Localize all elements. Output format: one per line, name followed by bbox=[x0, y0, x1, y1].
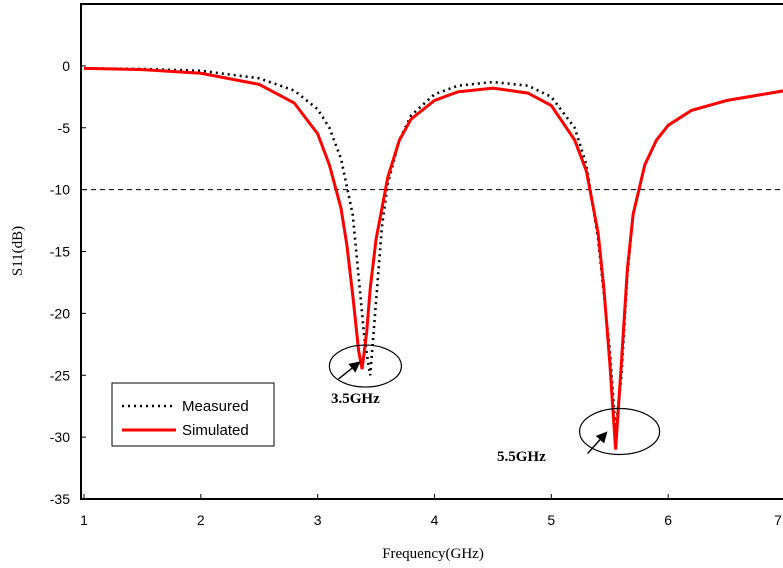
y-tick-label: -20 bbox=[50, 305, 70, 321]
annotation-arrow-5-5ghz bbox=[587, 431, 608, 454]
annotation-ellipse-3-5ghz bbox=[328, 344, 402, 388]
annotation-arrow-3-5ghz bbox=[337, 361, 361, 380]
annotation-ellipse-5-5ghz bbox=[578, 407, 661, 456]
legend-box bbox=[111, 382, 275, 447]
legend-label-measured: Measured bbox=[182, 398, 249, 415]
x-tick-label: 7 bbox=[774, 512, 782, 528]
y-axis-ticks: 0 -5 -10 -15 -20 -25 -30 -35 bbox=[50, 58, 86, 507]
simulated-series-line bbox=[83, 66, 783, 450]
y-tick-label: -35 bbox=[50, 491, 70, 507]
x-tick-label: 4 bbox=[431, 512, 439, 528]
annotation-label-5-5ghz: 5.5GHz bbox=[497, 449, 546, 465]
x-tick-label: 3 bbox=[314, 512, 322, 528]
x-tick-label: 5 bbox=[547, 512, 555, 528]
x-tick-label: 6 bbox=[664, 512, 672, 528]
y-axis-title: S11(dB) bbox=[10, 226, 26, 276]
annotation-label-3-5ghz: 3.5GHz bbox=[331, 391, 380, 407]
x-tick-label: 2 bbox=[197, 512, 205, 528]
y-tick-label: -10 bbox=[50, 182, 70, 198]
x-axis-title: Frequency(GHz) bbox=[382, 546, 484, 562]
y-tick-label: -25 bbox=[50, 367, 70, 383]
legend-label-simulated: Simulated bbox=[182, 422, 249, 439]
x-tick-label: 1 bbox=[80, 512, 88, 528]
legend: Measured Simulated bbox=[111, 382, 275, 447]
y-tick-label: 0 bbox=[62, 58, 70, 74]
y-tick-label: -30 bbox=[50, 429, 70, 445]
y-tick-label: -15 bbox=[50, 244, 70, 260]
x-axis-ticks: 1 2 3 4 5 6 7 bbox=[80, 494, 782, 528]
y-tick-label: -5 bbox=[58, 120, 71, 136]
